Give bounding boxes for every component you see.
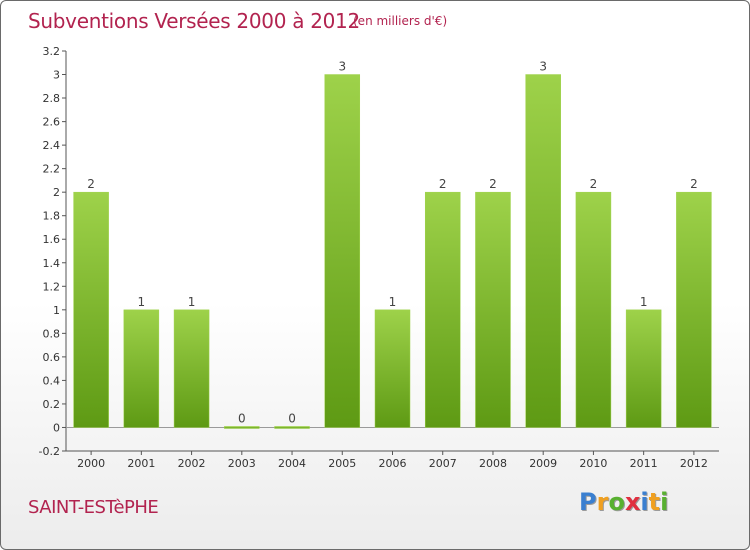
y-tick-label: 1.8 [43,210,61,223]
y-tick-label: 3 [53,69,60,82]
labels: 2 2000 1 2001 1 2002 0 2003 0 2004 3 2005 1 2006 2 2007… [77,60,708,470]
data-label-2005: 3 [338,60,346,74]
y-tick-label: 0.4 [43,374,61,387]
x-tick-label-2007: 2007 [429,457,457,470]
data-label-2001: 1 [138,295,146,309]
x-tick-label-2005: 2005 [328,457,356,470]
chart-title: Subventions Versées 2000 à 2012 [28,9,360,33]
bar-2000[interactable] [73,191,109,428]
data-label-2006: 1 [389,295,397,309]
y-tick-label: -0.2 [39,445,60,458]
y-tick-label: 2.4 [43,139,61,152]
x-tick-label-2012: 2012 [680,457,708,470]
logo-letter: P [579,488,597,516]
bar-2011[interactable] [625,309,662,428]
data-label-2009: 3 [539,60,547,74]
logo-letter: i [660,488,669,516]
bar-2007[interactable] [424,191,461,428]
y-tick-label: 1.6 [43,233,61,246]
y-tick-label: 2.8 [43,92,61,105]
x-tick-label-2000: 2000 [77,457,105,470]
y-tick-label: 0.2 [43,398,61,411]
logo-letter: i [640,488,649,516]
bar-2005[interactable] [324,74,361,428]
x-tick-label-2009: 2009 [529,457,557,470]
y-tick-label: 2 [53,186,60,199]
data-label-2012: 2 [690,177,698,191]
bar-2010[interactable] [575,191,612,428]
x-tick-label-2001: 2001 [127,457,155,470]
bar-2006[interactable] [374,309,411,428]
logo-letter: t [648,488,661,516]
bar-2008[interactable] [475,191,511,428]
bar-2012[interactable] [676,191,712,428]
bar-2002[interactable] [173,309,210,428]
y-tick-label: 0.8 [43,327,61,340]
y-tick-label: 3.2 [43,45,61,58]
bar-2009[interactable] [525,74,561,428]
logo-letter: o [608,488,625,516]
bar-2004[interactable] [274,426,310,429]
y-tick-label: 0 [53,421,60,434]
x-tick-label-2003: 2003 [228,457,256,470]
y-tick-label: 1.2 [43,280,61,293]
y-tick-label: 2.2 [43,163,61,176]
logo-letter: r [596,488,609,516]
bars [73,74,712,429]
data-label-2008: 2 [489,177,497,191]
data-label-2003: 0 [238,411,246,425]
proxiti-logo[interactable]: Proxiti [579,488,668,516]
bar-2001[interactable] [123,309,160,428]
x-tick-label-2006: 2006 [379,457,407,470]
data-label-2004: 0 [288,411,296,425]
data-label-2002: 1 [188,295,196,309]
x-tick-label-2008: 2008 [479,457,507,470]
x-tick-label-2004: 2004 [278,457,306,470]
data-label-2000: 2 [87,177,95,191]
y-tick-label: 0.6 [43,351,61,364]
data-label-2010: 2 [590,177,598,191]
data-label-2011: 1 [640,295,648,309]
data-label-2007: 2 [439,177,447,191]
chart-subtitle: (en milliers d'€) [353,14,448,28]
x-tick-label-2011: 2011 [630,457,658,470]
commune-name: SAINT-ESTèPHE [28,497,159,518]
bar-2003[interactable] [224,426,260,429]
logo-letter: x [624,488,641,516]
y-tick-label: 1 [53,304,60,317]
axes: -0.2 0 0.2 0.4 0.6 0.8 1 1.2 1.4 1.6 1.8 2 2.2 2.4 2.6… [39,45,719,458]
x-tick-label-2010: 2010 [579,457,607,470]
x-tick-label-2002: 2002 [178,457,206,470]
y-tick-label: 1.4 [43,257,61,270]
y-tick-label: 2.6 [43,116,61,129]
